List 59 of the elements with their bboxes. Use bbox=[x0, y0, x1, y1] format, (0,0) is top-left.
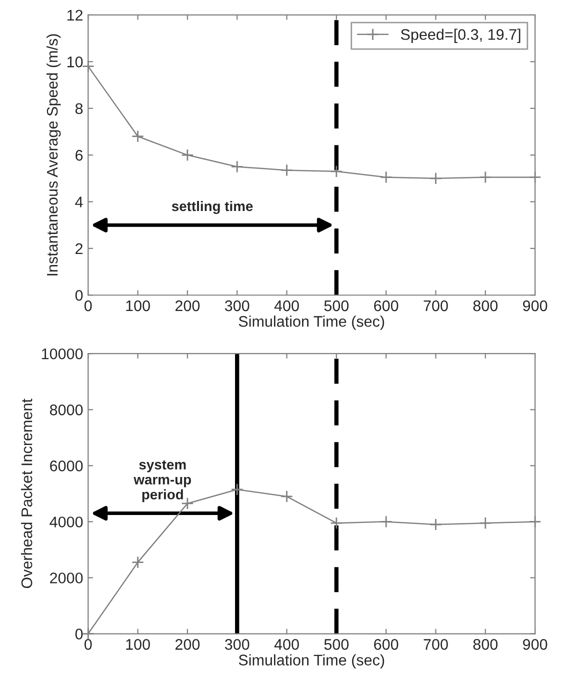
annotation: system warm-up period bbox=[134, 460, 191, 502]
point bbox=[429, 172, 442, 185]
y-tick-label: 2000 bbox=[50, 572, 83, 584]
x-tick-label: 700 bbox=[424, 639, 448, 650]
point bbox=[479, 170, 492, 184]
point bbox=[429, 518, 442, 531]
x-tick-label: 400 bbox=[274, 639, 299, 650]
point bbox=[528, 170, 542, 184]
point bbox=[230, 483, 244, 496]
y-tick-label: 6000 bbox=[50, 460, 83, 472]
x-tick-label: 400 bbox=[274, 300, 299, 312]
point bbox=[181, 148, 194, 162]
x-tick-label: 800 bbox=[473, 300, 498, 312]
legend-label: Speed=[0.3, 19.7] bbox=[400, 28, 520, 43]
x-tick-label: 0 bbox=[84, 639, 92, 650]
x-axis-title: Simulation Time (sec) bbox=[238, 316, 384, 330]
y-tick-label: 0 bbox=[75, 628, 83, 640]
x-tick-label: 600 bbox=[374, 639, 398, 650]
y-tick-label: 8 bbox=[75, 103, 83, 114]
x-tick-label: 500 bbox=[324, 300, 349, 312]
x-tick-label: 900 bbox=[523, 639, 548, 650]
x-tick-label: 100 bbox=[126, 300, 150, 312]
y-tick-label: 6 bbox=[76, 150, 83, 161]
x-tick-label: 600 bbox=[374, 300, 398, 312]
x-tick-label: 200 bbox=[175, 300, 200, 312]
point bbox=[132, 556, 144, 569]
x-tick-label: 500 bbox=[324, 639, 349, 650]
y-tick-label: 4000 bbox=[50, 516, 83, 528]
x-tick-label: 300 bbox=[224, 639, 250, 650]
point bbox=[82, 60, 94, 73]
y-tick-label: 10000 bbox=[42, 348, 83, 360]
point bbox=[330, 516, 343, 530]
point bbox=[528, 515, 542, 528]
y-tick-label: 0 bbox=[75, 290, 83, 301]
x-tick-label: 0 bbox=[84, 300, 92, 312]
x-tick-label: 300 bbox=[224, 300, 250, 312]
y-tick-label: 2 bbox=[76, 243, 83, 254]
x-tick-label: 800 bbox=[473, 639, 498, 650]
x-tick-label: 700 bbox=[424, 300, 448, 312]
x-tick-label: 200 bbox=[175, 639, 200, 650]
y-tick-label: 10 bbox=[67, 56, 83, 68]
point bbox=[280, 164, 294, 176]
point bbox=[479, 516, 492, 530]
point bbox=[181, 497, 194, 510]
y-tick-label: 8000 bbox=[50, 404, 83, 416]
y-axis-title: Overhead Packet Increment bbox=[21, 398, 32, 588]
x-tick-label: 100 bbox=[126, 639, 150, 650]
point bbox=[380, 170, 392, 184]
point bbox=[132, 130, 144, 143]
y-tick-label: 4 bbox=[75, 196, 83, 208]
y-tick-label: 12 bbox=[67, 10, 83, 20]
point bbox=[280, 490, 294, 503]
point bbox=[330, 165, 343, 178]
point bbox=[230, 160, 244, 173]
annotation: settling time bbox=[172, 200, 253, 214]
y-axis-title: Instantaneous Average Speed (m/s) bbox=[46, 34, 61, 276]
x-tick-label: 900 bbox=[523, 300, 548, 312]
x-axis-title: Simulation Time (sec) bbox=[238, 654, 384, 668]
point bbox=[380, 515, 392, 528]
